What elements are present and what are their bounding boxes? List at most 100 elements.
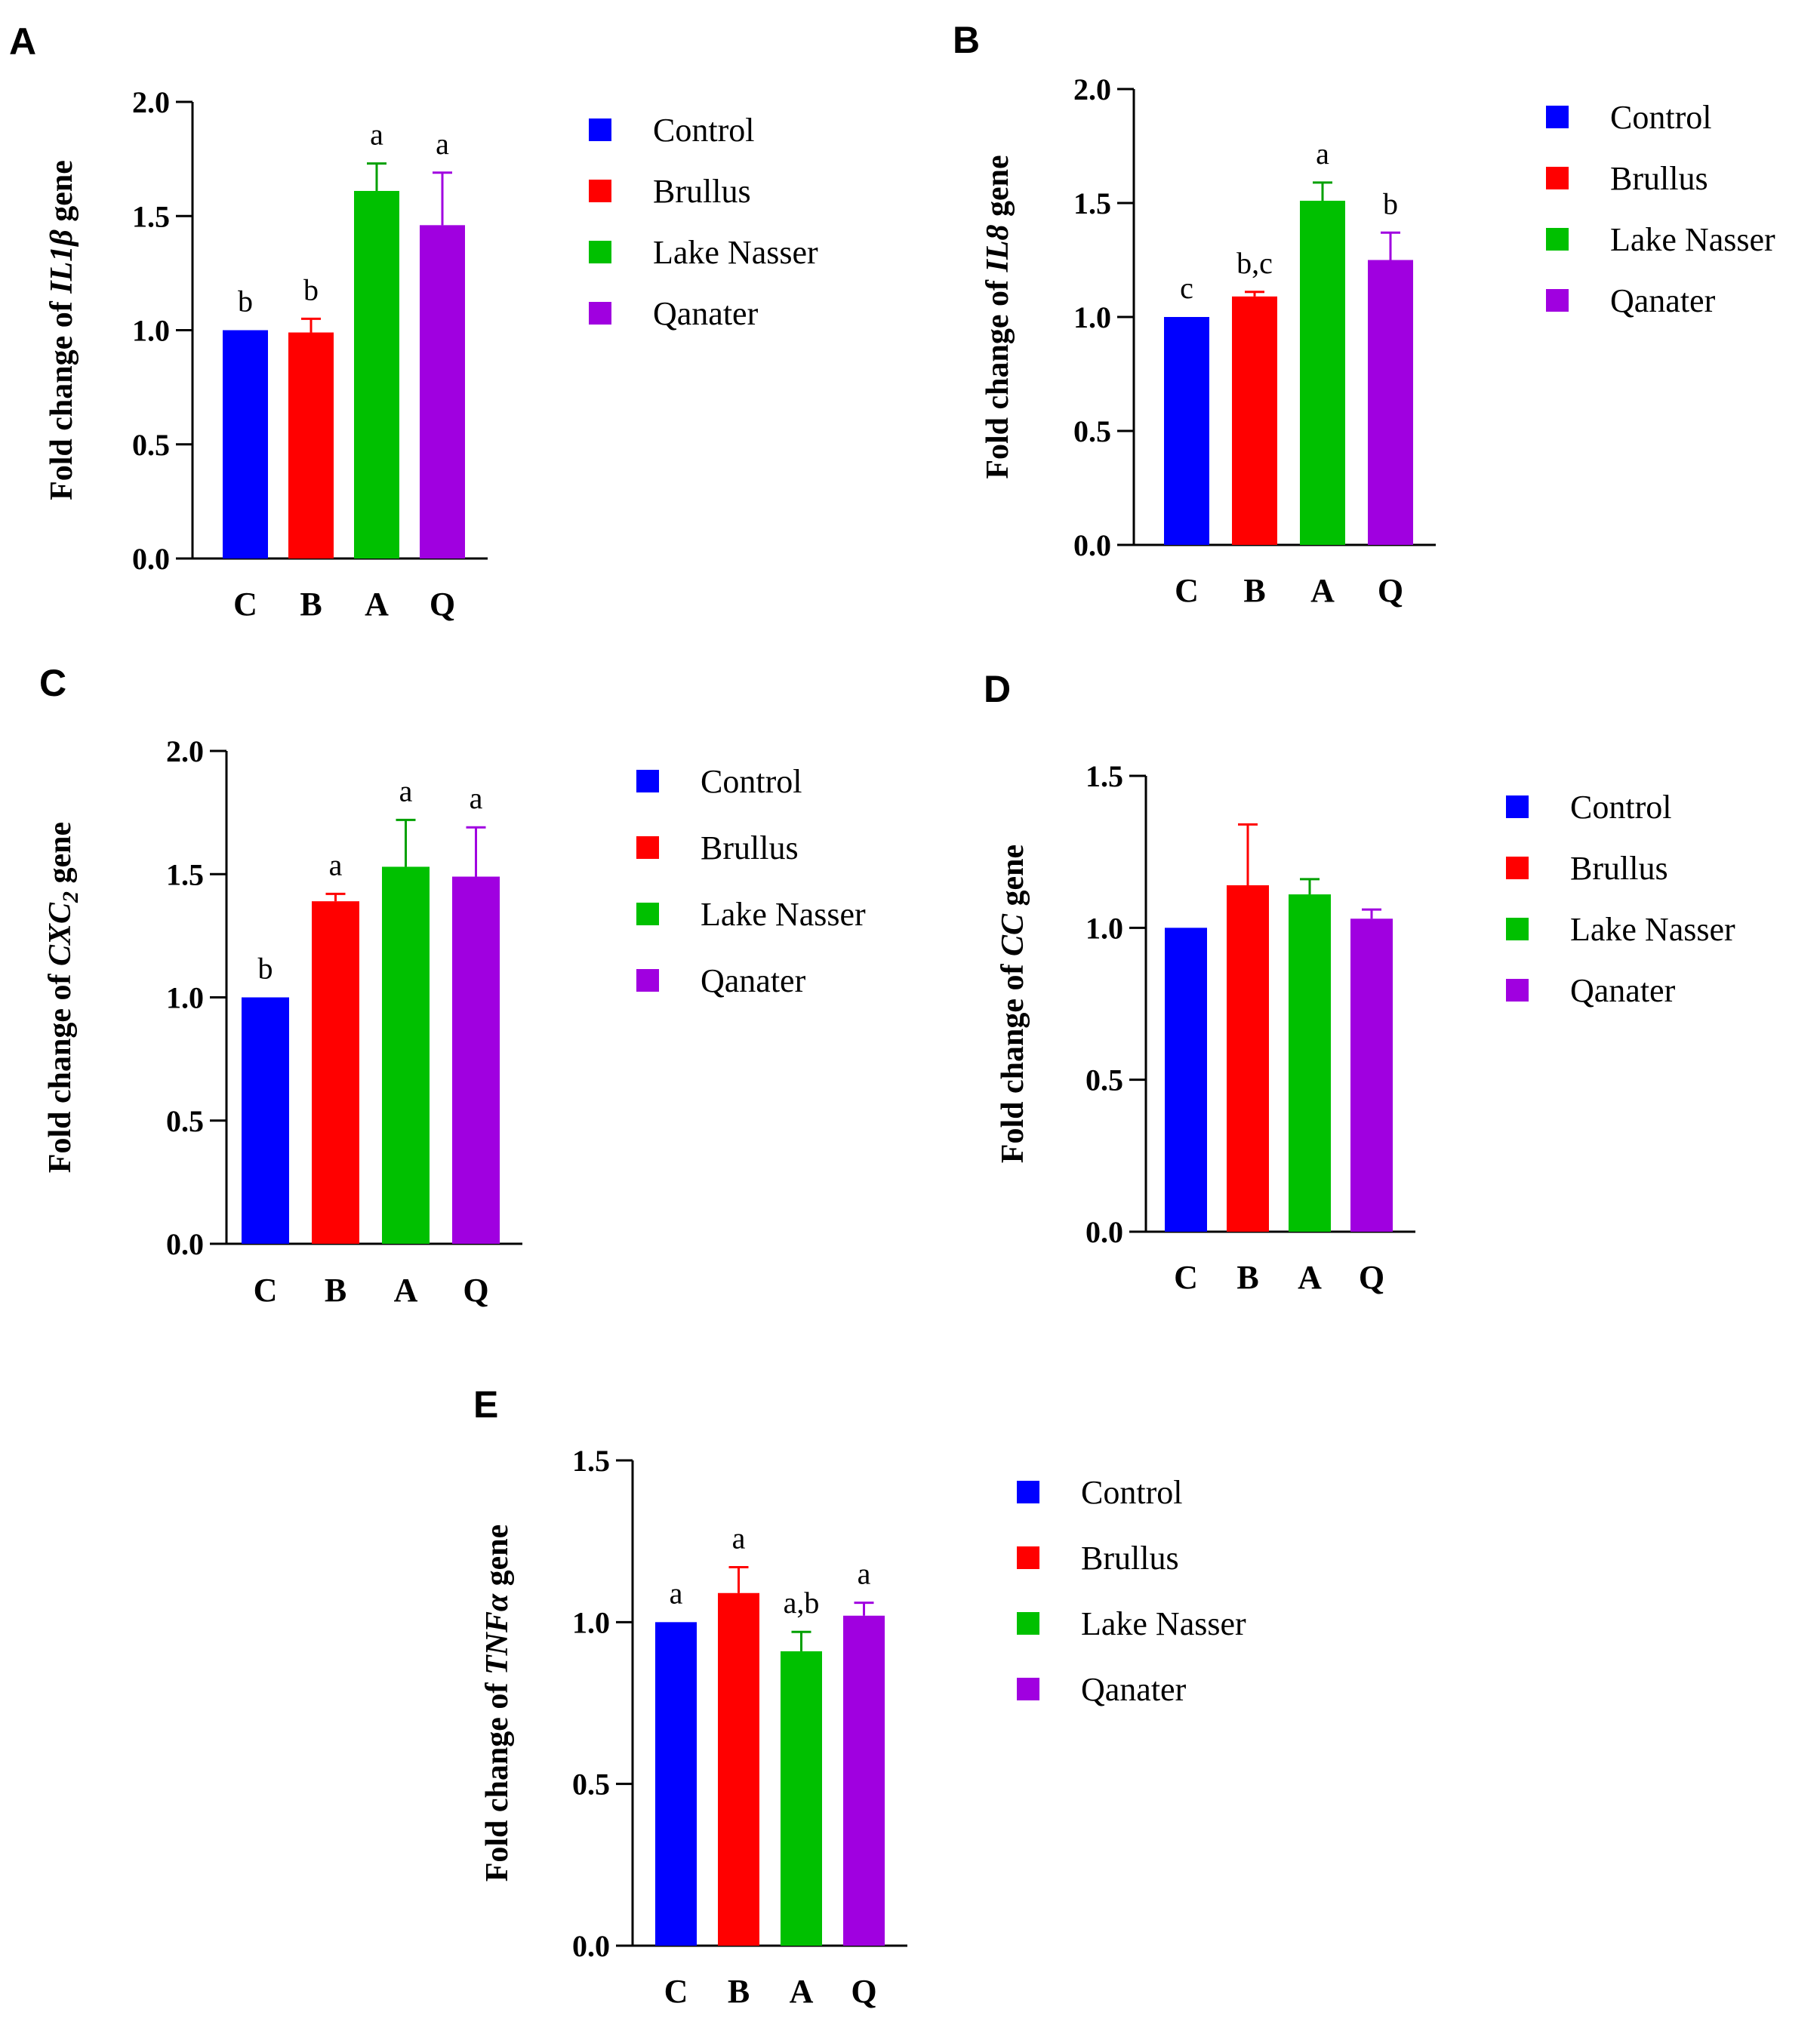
- y-title-subscript: 2: [58, 891, 83, 903]
- legend-swatch: [1506, 795, 1529, 818]
- category-label: Q: [463, 1272, 488, 1309]
- legend-label: Qanater: [653, 295, 759, 332]
- bar-A: [1300, 200, 1345, 545]
- bar-B: [718, 1592, 759, 1946]
- legend-label: Control: [1081, 1474, 1182, 1511]
- y-title-prefix: Fold change of: [45, 294, 79, 500]
- legend-label: Brullus: [1610, 160, 1708, 197]
- y-tick-label: 1.5: [1086, 759, 1123, 793]
- y-title-prefix: Fold change of: [43, 966, 78, 1173]
- y-tick-label: 0.5: [132, 428, 170, 462]
- legend-swatch: [636, 770, 659, 792]
- bar-C: [1164, 317, 1209, 545]
- panel-label: E: [473, 1383, 498, 1426]
- legend-swatch: [1017, 1612, 1039, 1635]
- y-tick-label: 0.5: [572, 1768, 610, 1802]
- y-tick-label: 2.0: [166, 734, 204, 768]
- chart-panel-E: E 0.0 0.5 1.0 1.5 a Ca Ba,b Aa Q Fold change of TN…: [473, 1383, 1246, 2010]
- legend-label: Qanater: [1610, 282, 1716, 319]
- bar-C: [655, 1622, 697, 1946]
- bar-A: [354, 190, 399, 558]
- bar-A: [1289, 894, 1331, 1232]
- y-tick-label: 0.0: [1086, 1215, 1123, 1249]
- y-title-suffix: gene: [996, 845, 1030, 914]
- legend-label: Lake Nasser: [701, 896, 866, 933]
- category-label: Q: [1359, 1259, 1384, 1296]
- legend: Control Brullus Lake Nasser Qanater: [589, 112, 818, 332]
- y-tick-label: 0.5: [1073, 414, 1111, 448]
- category-label: Q: [1378, 572, 1403, 609]
- y-tick-label: 2.0: [132, 85, 170, 119]
- category-label: C: [1175, 572, 1199, 609]
- category-label: A: [1298, 1259, 1322, 1296]
- bar-Q: [420, 225, 465, 558]
- y-axis-title: Fold change of CC gene: [996, 845, 1030, 1163]
- y-title-prefix: Fold change of: [996, 956, 1030, 1163]
- bar-Q: [452, 876, 500, 1244]
- bar-A: [382, 866, 430, 1244]
- legend: Control Brullus Lake Nasser Qanater: [1017, 1474, 1246, 1708]
- legend-swatch: [589, 180, 611, 202]
- panel-label: D: [984, 668, 1011, 710]
- bar-Q: [1368, 260, 1413, 545]
- y-title-gene: IL1β: [45, 229, 79, 294]
- bar-B: [1227, 885, 1269, 1232]
- category-label: Q: [851, 1973, 876, 2010]
- legend-label: Lake Nasser: [653, 234, 818, 271]
- significance-label: a: [470, 781, 483, 815]
- y-tick-label: 1.0: [132, 314, 170, 348]
- significance-label: a: [732, 1521, 746, 1555]
- y-tick-label: 1.0: [166, 981, 204, 1015]
- y-title-suffix: gene: [480, 1525, 515, 1594]
- significance-label: a: [436, 127, 449, 161]
- category-label: B: [300, 586, 322, 623]
- category-label: A: [365, 586, 389, 623]
- legend-swatch: [1546, 228, 1569, 251]
- y-tick-label: 2.0: [1073, 72, 1111, 106]
- legend-label: Lake Nasser: [1610, 221, 1775, 258]
- category-label: A: [394, 1272, 418, 1309]
- y-tick-label: 0.0: [132, 542, 170, 576]
- legend-label: Lake Nasser: [1570, 911, 1735, 948]
- significance-label: b: [303, 272, 319, 306]
- legend: Control Brullus Lake Nasser Qanater: [1546, 99, 1775, 319]
- legend-swatch: [589, 241, 611, 263]
- legend-swatch: [1017, 1678, 1039, 1700]
- category-label: C: [1174, 1259, 1198, 1296]
- legend-label: Qanater: [1081, 1671, 1187, 1708]
- legend-swatch: [1017, 1546, 1039, 1569]
- significance-label: b: [258, 952, 273, 986]
- category-label: Q: [430, 586, 455, 623]
- y-tick-label: 0.0: [166, 1227, 204, 1261]
- significance-label: a: [670, 1576, 683, 1610]
- y-tick-label: 1.0: [572, 1605, 610, 1639]
- legend-swatch: [1546, 289, 1569, 312]
- category-label: B: [1236, 1259, 1258, 1296]
- y-title-gene: IL8: [981, 224, 1015, 272]
- bar-B: [1232, 296, 1277, 545]
- legend-swatch: [636, 969, 659, 992]
- legend-swatch: [1506, 979, 1529, 1002]
- panel-label: A: [9, 20, 36, 63]
- bar-A: [781, 1651, 822, 1946]
- significance-label: c: [1180, 271, 1193, 305]
- legend-label: Brullus: [653, 173, 751, 210]
- category-label: B: [1243, 572, 1265, 609]
- significance-label: a: [1316, 137, 1329, 171]
- significance-label: a,b: [784, 1586, 820, 1620]
- legend: Control Brullus Lake Nasser Qanater: [636, 763, 866, 999]
- significance-label: a: [329, 848, 343, 882]
- y-tick-label: 1.0: [1086, 911, 1123, 945]
- category-label: C: [254, 1272, 278, 1309]
- y-axis-title: Fold change of IL8 gene: [981, 155, 1015, 478]
- y-title-gene: TNFα: [480, 1593, 515, 1675]
- legend-label: Control: [653, 112, 754, 149]
- legend-swatch: [589, 302, 611, 325]
- y-tick-label: 1.5: [166, 857, 204, 891]
- legend-label: Brullus: [701, 829, 799, 866]
- bar-C: [242, 997, 289, 1244]
- y-title-suffix: gene: [45, 160, 79, 229]
- y-title-suffix: gene: [981, 155, 1015, 224]
- legend-swatch: [1546, 106, 1569, 128]
